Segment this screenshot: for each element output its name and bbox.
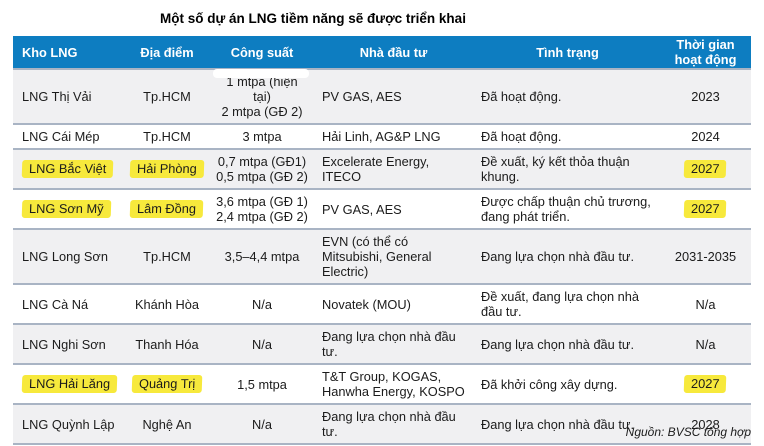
cell-kho-lng: LNG Cà Ná bbox=[13, 283, 122, 324]
cell-tinh-trang: Đã hoạt động. bbox=[475, 123, 660, 149]
col-header-thoi-gian: Thời gian hoạt động bbox=[660, 36, 751, 69]
highlight-mark: LNG Hải Lăng bbox=[21, 375, 118, 393]
table-row: LNG Nghi Sơn Thanh Hóa N/a Đang lựa chọn… bbox=[13, 323, 751, 364]
cell-dia-diem: Tp.HCM bbox=[122, 68, 212, 124]
highlight-mark: Lâm Đồng bbox=[130, 200, 204, 218]
col-header-kho-lng: Kho LNG bbox=[13, 36, 122, 69]
cell-thoi-gian: 2023 bbox=[660, 68, 751, 124]
cell-cong-suat: N/a bbox=[212, 443, 312, 446]
table-row: LNG Thị Vải Tp.HCM 1 mtpa (hiện tại) 2 m… bbox=[13, 68, 751, 124]
table-row: LNG Cà Ná Khánh Hòa N/a Novatek (MOU) Đề… bbox=[13, 283, 751, 324]
cell-tinh-trang: Đã hoạt động. bbox=[475, 68, 660, 124]
cell-cong-suat: N/a bbox=[212, 403, 312, 444]
cell-nha-dau-tu: Hải Linh, AG&P LNG bbox=[312, 123, 475, 149]
cell-nha-dau-tu: Đang lựa chọn nhà đầu tư. bbox=[312, 323, 475, 364]
cell-tinh-trang: Đề xuất, ký kết thỏa thuận khung. bbox=[475, 148, 660, 189]
table-row: LNG Hải Lăng Quảng Trị 1,5 mtpa T&T Grou… bbox=[13, 363, 751, 404]
cell-thoi-gian: 2027 bbox=[660, 363, 751, 404]
cell-dia-diem: Khánh Hòa bbox=[122, 283, 212, 324]
cell-nha-dau-tu: Novatek (MOU) bbox=[312, 283, 475, 324]
cell-nha-dau-tu: PV GAS, AES bbox=[312, 68, 475, 124]
cell-tinh-trang: Được chấp thuận chủ trương, đang phát tr… bbox=[475, 188, 660, 229]
cell-cong-suat: 0,7 mtpa (GĐ1) 0,5 mtpa (GĐ 2) bbox=[212, 148, 312, 189]
table-row: LNG Sơn Mỹ Lâm Đồng 3,6 mtpa (GĐ 1) 2,4 … bbox=[13, 188, 751, 229]
table-row: LNG Nam Đình Vũ Hải Phòng N/a ITECO JSC … bbox=[13, 443, 751, 446]
cell-kho-lng: LNG Quỳnh Lập bbox=[13, 403, 122, 444]
table-row: LNG Bắc Việt Hải Phòng 0,7 mtpa (GĐ1) 0,… bbox=[13, 148, 751, 189]
highlight-mark: LNG Bắc Việt bbox=[21, 160, 114, 178]
cell-nha-dau-tu: Đang lựa chọn nhà đầu tư. bbox=[312, 403, 475, 444]
source-note: Nguồn: BVSC tổng hợp bbox=[625, 425, 751, 439]
cell-thoi-gian: 2028 bbox=[660, 403, 751, 444]
cell-tinh-trang: Đang lựa chọn nhà đầu tư. bbox=[475, 228, 660, 284]
cell-tinh-trang: Đề xuất, đang lựa chọn nhà đầu tư. bbox=[475, 283, 660, 324]
cell-dia-diem: Hải Phòng bbox=[122, 148, 212, 189]
cell-tinh-trang: Đang lựa chọn nhà đầu tư. bbox=[475, 323, 660, 364]
cell-dia-diem: Quảng Trị bbox=[122, 363, 212, 404]
cell-kho-lng: LNG Bắc Việt bbox=[13, 148, 122, 189]
table-row: LNG Quỳnh Lập Nghệ An N/a Đang lựa chọn … bbox=[13, 403, 751, 444]
page-title: Một số dự án LNG tiềm năng sẽ được triển… bbox=[160, 11, 466, 26]
cell-dia-diem: Nghệ An bbox=[122, 403, 212, 444]
table-row: LNG Long Sơn Tp.HCM 3,5–4,4 mtpa EVN (có… bbox=[13, 228, 751, 284]
col-header-dia-diem: Địa điểm bbox=[122, 36, 212, 69]
cell-cong-suat: 3,6 mtpa (GĐ 1) 2,4 mtpa (GĐ 2) bbox=[212, 188, 312, 229]
cell-cong-suat: N/a bbox=[212, 283, 312, 324]
cell-thoi-gian: 2024 bbox=[660, 123, 751, 149]
highlight-mark: Quảng Trị bbox=[131, 375, 203, 393]
lng-projects-table: Kho LNG Địa điểm Công suất Nhà đầu tư Tì… bbox=[13, 36, 751, 446]
cell-cong-suat: 1,5 mtpa bbox=[212, 363, 312, 404]
cell-dia-diem: Lâm Đồng bbox=[122, 188, 212, 229]
cell-dia-diem: Tp.HCM bbox=[122, 228, 212, 284]
col-header-nha-dau-tu: Nhà đầu tư bbox=[312, 36, 475, 69]
cell-thoi-gian: N/a bbox=[660, 443, 751, 446]
cell-nha-dau-tu: EVN (có thể có Mitsubishi, General Elect… bbox=[312, 228, 475, 284]
cell-nha-dau-tu: PV GAS, AES bbox=[312, 188, 475, 229]
highlight-mark: 2027 bbox=[683, 200, 728, 218]
table-header-row: Kho LNG Địa điểm Công suất Nhà đầu tư Tì… bbox=[13, 36, 751, 69]
cell-kho-lng: LNG Nam Đình Vũ bbox=[13, 443, 122, 446]
cell-dia-diem: Tp.HCM bbox=[122, 123, 212, 149]
cell-dia-diem: Hải Phòng bbox=[122, 443, 212, 446]
col-header-cong-suat: Công suất bbox=[212, 36, 312, 69]
cell-tinh-trang: Đang lựa chọn nhà đầu tư. bbox=[475, 403, 660, 444]
highlight-mark: 2027 bbox=[683, 375, 728, 393]
cell-kho-lng: LNG Cái Mép bbox=[13, 123, 122, 149]
cell-dia-diem: Thanh Hóa bbox=[122, 323, 212, 364]
highlight-mark: 2027 bbox=[683, 160, 728, 178]
col-header-tinh-trang: Tình trạng bbox=[475, 36, 660, 69]
cell-kho-lng: LNG Sơn Mỹ bbox=[13, 188, 122, 229]
cell-kho-lng: LNG Long Sơn bbox=[13, 228, 122, 284]
cell-cong-suat: 3 mtpa bbox=[212, 123, 312, 149]
cell-thoi-gian: 2031-2035 bbox=[660, 228, 751, 284]
cell-nha-dau-tu: Excelerate Energy, ITECO bbox=[312, 148, 475, 189]
cell-cong-suat: 3,5–4,4 mtpa bbox=[212, 228, 312, 284]
cell-thoi-gian: N/a bbox=[660, 283, 751, 324]
cell-tinh-trang: Đề xuất. bbox=[475, 443, 660, 446]
cell-kho-lng: LNG Nghi Sơn bbox=[13, 323, 122, 364]
cell-cong-suat: N/a bbox=[212, 323, 312, 364]
table-row: LNG Cái Mép Tp.HCM 3 mtpa Hải Linh, AG&P… bbox=[13, 123, 751, 149]
highlight-mark: Hải Phòng bbox=[129, 160, 205, 178]
highlight-mark: LNG Sơn Mỹ bbox=[21, 200, 111, 218]
cell-thoi-gian: N/a bbox=[660, 323, 751, 364]
cell-kho-lng: LNG Thị Vải bbox=[13, 68, 122, 124]
cell-tinh-trang: Đã khởi công xây dựng. bbox=[475, 363, 660, 404]
cell-nha-dau-tu: T&T Group, KOGAS, Hanwha Energy, KOSPO bbox=[312, 363, 475, 404]
cell-kho-lng: LNG Hải Lăng bbox=[13, 363, 122, 404]
cell-nha-dau-tu: ITECO JSC bbox=[312, 443, 475, 446]
cell-thoi-gian: 2027 bbox=[660, 188, 751, 229]
white-notch-under-cong-suat bbox=[213, 69, 309, 78]
cell-thoi-gian: 2027 bbox=[660, 148, 751, 189]
